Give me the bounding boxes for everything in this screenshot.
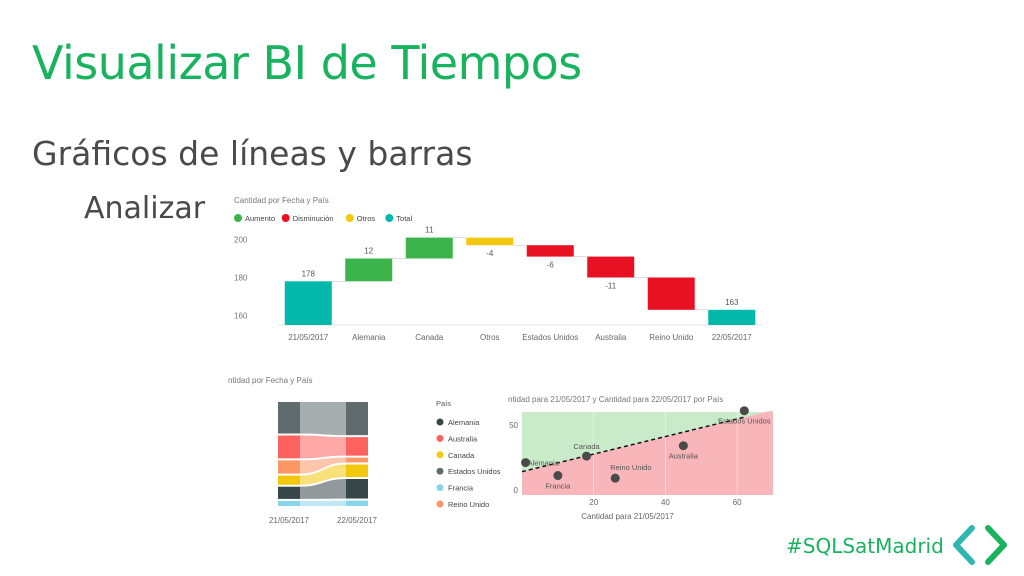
point-label: Estados Unidos (718, 417, 771, 426)
x-tick-label: 20 (589, 498, 598, 507)
waterfall-bar (708, 309, 756, 325)
data-label: 11 (425, 226, 434, 235)
data-point (553, 471, 563, 481)
x-tick-label: Estados Unidos (522, 333, 578, 342)
point-label: Canada (573, 442, 600, 451)
slide-subtitle: Gráficos de líneas y barras (32, 134, 473, 173)
y-tick-label: 200 (234, 236, 248, 245)
data-point (610, 473, 620, 483)
legend-marker (436, 434, 444, 442)
legend-label: Francia (448, 484, 474, 493)
legend-marker (436, 484, 444, 492)
point-label: Australia (669, 452, 699, 461)
chevrons-logo-icon (953, 525, 1007, 565)
chart-title: Cantidad por Fecha y País (234, 196, 329, 205)
ribbon-flow (300, 457, 346, 474)
waterfall-bar (284, 281, 332, 325)
y-tick-label: 180 (234, 274, 248, 283)
trend-line (521, 416, 745, 473)
waterfall-bar (405, 237, 453, 259)
y-tick-label: 160 (234, 312, 248, 321)
legend-title: País (436, 399, 451, 408)
point-label: Reino Unido (610, 463, 651, 472)
x-tick-label: 21/05/2017 (269, 516, 310, 525)
ribbon-flow (300, 479, 346, 499)
legend-label: Estados Unidos (448, 467, 501, 476)
x-tick-label: 22/05/2017 (337, 516, 378, 525)
legend-label: Alemania (448, 418, 480, 427)
legend-marker (234, 214, 242, 222)
y-tick-label: 0 (514, 486, 519, 495)
legend-label: Australia (448, 434, 478, 443)
data-label: -11 (605, 282, 617, 291)
ribbon-bar (278, 460, 300, 474)
legend-marker (436, 467, 444, 475)
waterfall-bar (466, 237, 514, 246)
x-tick-label: Canada (415, 333, 444, 342)
ribbon-bar (346, 402, 368, 436)
waterfall-chart: Cantidad por Fecha y País Aumento Disminuc… (234, 196, 762, 342)
legend-marker (345, 214, 354, 222)
data-label: 12 (364, 247, 373, 256)
legend-marker (436, 418, 444, 426)
ribbon-bar (278, 486, 300, 499)
data-label: 178 (302, 269, 316, 278)
ribbon-bar (346, 479, 368, 499)
ribbon-bar (346, 500, 368, 506)
data-label: -6 (547, 261, 555, 270)
data-label: -4 (486, 249, 494, 258)
legend-marker (385, 214, 394, 222)
x-tick-label: Otros (480, 333, 500, 342)
chart-title: ntidad para 21/05/2017 y Cantidad para 2… (508, 395, 723, 404)
legend-marker (436, 451, 444, 459)
slide-title: Visualizar BI de Tiempos (32, 36, 582, 90)
scatter-chart: ntidad para 21/05/2017 y Cantidad para 2… (436, 395, 773, 521)
ribbon-flow (300, 500, 346, 506)
x-tick-label: 40 (661, 498, 670, 507)
ribbon-bar (346, 437, 368, 456)
ribbon-flow (300, 464, 346, 485)
x-tick-label: 21/05/2017 (288, 333, 329, 342)
data-label: 163 (725, 298, 739, 307)
ribbon-bar (278, 435, 300, 459)
legend-label: Otros (357, 214, 376, 223)
legend-label: Aumento (245, 214, 275, 223)
x-tick-label: 22/05/2017 (712, 333, 753, 342)
legend-label: Disminución (293, 214, 334, 223)
chart-title: ntidad por Fecha y País (228, 376, 313, 385)
legend-label: Total (396, 214, 412, 223)
ribbon-bar (346, 464, 368, 478)
bullet-text: Analizar (84, 191, 206, 226)
ribbon-flow (300, 435, 346, 459)
data-point (521, 458, 531, 468)
legend-marker (281, 214, 290, 222)
legend-label: Reino Unido (448, 500, 489, 509)
legend-label: Canada (448, 451, 475, 460)
below-region (522, 410, 773, 495)
x-tick-label: Reino Unido (649, 333, 694, 342)
ribbon-chart: ntidad por Fecha y País 21/05/2017 22/05/2… (228, 376, 378, 525)
ribbon-bar (278, 402, 300, 434)
data-label: -17 (665, 314, 677, 323)
data-point (582, 451, 592, 461)
ribbon-bar (278, 475, 300, 485)
x-tick-label: Alemania (352, 333, 386, 342)
y-tick-label: 50 (509, 421, 518, 430)
point-label: Alemania (528, 459, 560, 468)
hashtag-text: #SQLSatMadrid (786, 534, 944, 558)
point-label: Francia (545, 482, 571, 491)
legend-marker (436, 500, 444, 508)
ribbon-bar (278, 500, 300, 506)
x-tick-label: 60 (733, 498, 742, 507)
waterfall-bar (647, 277, 695, 310)
ribbon-flow (300, 402, 346, 436)
waterfall-bar (526, 245, 574, 257)
x-tick-label: Australia (595, 333, 627, 342)
waterfall-bar (345, 258, 393, 282)
data-point (678, 441, 688, 451)
ribbon-bar (346, 457, 368, 463)
waterfall-bar (587, 256, 635, 278)
x-axis-label: Cantidad para 21/05/2017 (581, 512, 674, 521)
data-point (739, 406, 749, 416)
